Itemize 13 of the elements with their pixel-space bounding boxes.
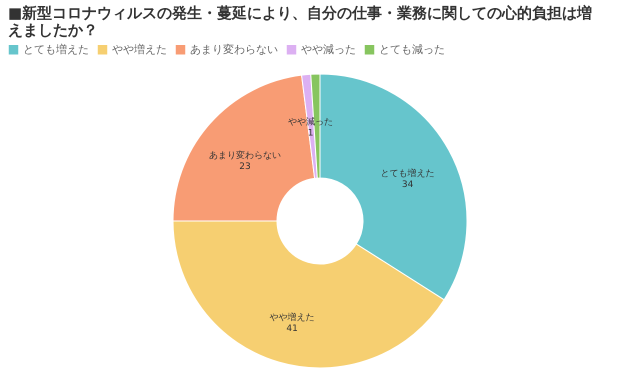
legend-label: とても減った	[379, 42, 445, 56]
data-label: 23	[239, 162, 251, 172]
chart-title: ■新型コロナウィルスの発生・蔓延により、自分の仕事・業務に関しての心的負担は増えましたか？	[8, 4, 592, 39]
slice-label: とても増えた	[380, 168, 435, 179]
data-label: 34	[402, 180, 414, 190]
legend-label: やや増えた	[112, 42, 167, 56]
slice-label: やや増えた	[270, 312, 315, 324]
data-label: 1	[308, 128, 314, 138]
slice-label: あまり変わらない	[208, 150, 281, 161]
legend-label: やや減った	[301, 42, 356, 56]
legend-label: とても増えた	[23, 42, 89, 56]
legend-label: あまり変わらない	[190, 42, 278, 56]
data-label: 41	[286, 324, 298, 334]
